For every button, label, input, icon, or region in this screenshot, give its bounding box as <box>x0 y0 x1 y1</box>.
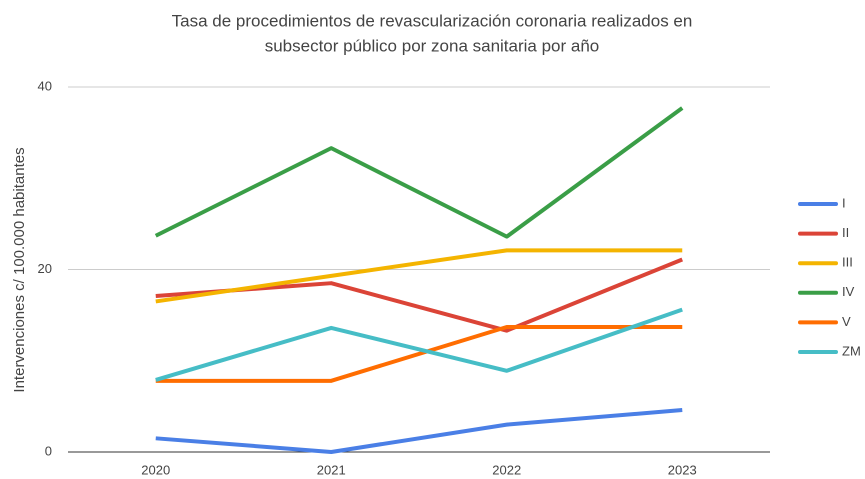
series-line <box>155 307 683 382</box>
legend-label: IV <box>842 284 855 299</box>
x-tick-label: 2020 <box>141 462 170 477</box>
y-tick-label: 40 <box>38 78 52 93</box>
legend-label: V <box>842 314 851 329</box>
series-line <box>155 408 683 454</box>
series-line <box>155 248 683 304</box>
x-tick-label: 2022 <box>492 462 521 477</box>
legend-label: I <box>842 195 846 210</box>
y-tick-label: 20 <box>38 261 52 276</box>
legend-label: ZM <box>842 343 861 358</box>
series-line <box>155 324 683 383</box>
x-tick-label: 2021 <box>317 462 346 477</box>
chart-title: subsector público por zona sanitaria por… <box>265 36 600 55</box>
series-line <box>155 257 684 333</box>
y-axis-label: Intervenciones c/ 100.000 habitantes <box>11 147 28 392</box>
chart-title: Tasa de procedimientos de revascularizac… <box>172 11 693 30</box>
y-tick-label: 0 <box>45 443 52 458</box>
x-tick-label: 2023 <box>668 462 697 477</box>
series-line <box>154 106 684 239</box>
legend-label: III <box>842 255 853 270</box>
legend-label: II <box>842 225 849 240</box>
